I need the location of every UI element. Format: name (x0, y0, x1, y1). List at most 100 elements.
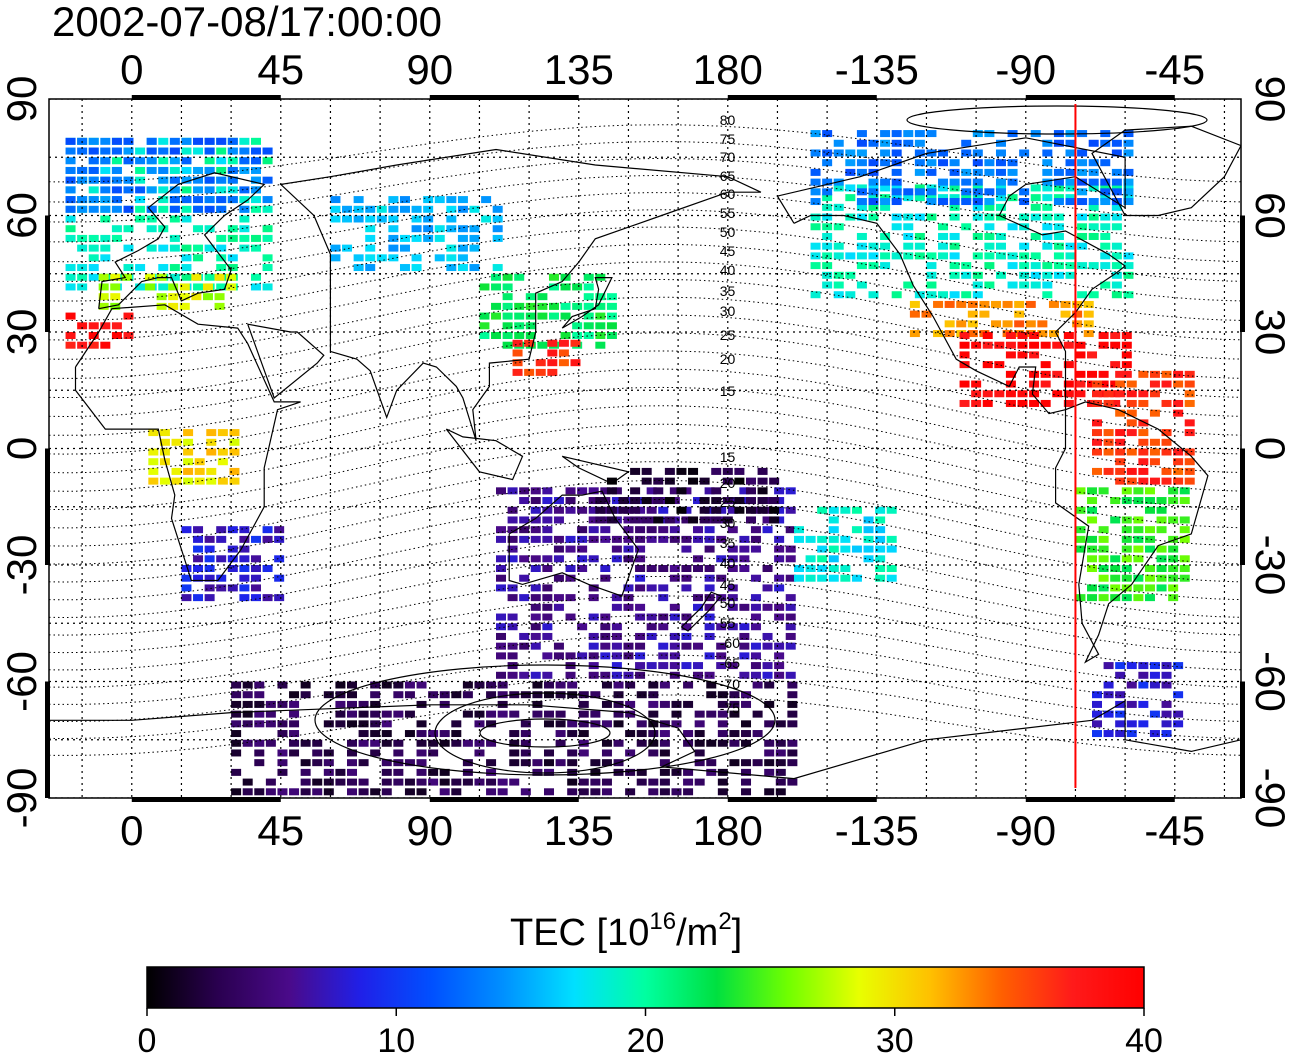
tec-cell (111, 332, 122, 339)
tec-cell (193, 225, 204, 233)
tec-cell (856, 139, 867, 147)
tec-cell (959, 399, 970, 407)
tec-cell (1087, 555, 1098, 563)
tec-cell (1156, 574, 1167, 582)
tec-cell (1126, 390, 1137, 398)
tec-cell (706, 739, 717, 747)
tec-cell (635, 535, 646, 543)
tec-cell (486, 710, 497, 718)
tec-cell (693, 565, 704, 572)
tec-cell (168, 293, 179, 301)
tec-cell (588, 516, 599, 524)
tec-cell (1042, 149, 1053, 157)
tec-cell (428, 778, 439, 786)
tec-cell (416, 788, 427, 796)
tec-cell (648, 730, 659, 738)
tec-cell (439, 739, 450, 747)
tec-cell (775, 739, 786, 747)
tec-cell (914, 194, 925, 202)
tec-cell (1030, 232, 1041, 240)
tec-cell (716, 574, 727, 582)
tec-cell (231, 739, 242, 747)
tec-cell (984, 242, 995, 250)
tec-cell (439, 730, 450, 738)
tec-cell (497, 691, 508, 699)
tec-cell (875, 565, 886, 572)
tec-cell (262, 535, 273, 543)
tec-cell (868, 203, 879, 211)
tec-cell (194, 458, 205, 466)
coastline (445, 428, 524, 481)
tec-cell (560, 332, 571, 339)
tec-cell (750, 545, 761, 553)
tec-cell (358, 739, 369, 747)
tec-cell (914, 159, 925, 167)
tec-cell (875, 535, 886, 543)
tec-cell (648, 700, 659, 708)
tec-cell (949, 232, 960, 240)
tec-cell (995, 252, 1006, 260)
tec-cell (1133, 535, 1144, 543)
tec-cell (785, 574, 796, 582)
tec-cell (265, 739, 276, 747)
tec-cell (611, 642, 622, 650)
tec-cell (181, 137, 192, 145)
tec-cell (669, 652, 680, 660)
tec-cell (1110, 574, 1121, 582)
tec-cell (926, 252, 937, 260)
tec-cell (1149, 477, 1160, 485)
tec-cell (537, 293, 548, 301)
tec-cell (938, 223, 949, 231)
tec-cell (567, 759, 578, 767)
tec-cell (193, 565, 204, 572)
tec-cell (416, 768, 427, 776)
tec-cell (227, 147, 238, 155)
tec-cell (123, 312, 134, 320)
tec-cell (567, 788, 578, 796)
tec-cell (1138, 399, 1149, 407)
tec-cell (659, 778, 670, 786)
tec-cell (774, 652, 785, 660)
tec-cell (496, 555, 506, 563)
tec-cell (370, 710, 381, 718)
tec-cell (88, 332, 99, 339)
tec-cell (1133, 594, 1144, 602)
tec-cell (183, 448, 194, 456)
tec-cell (805, 565, 816, 572)
tec-cell (1065, 271, 1076, 279)
tec-cell (822, 188, 833, 196)
tec-cell (914, 168, 925, 176)
tec-cell (891, 223, 902, 231)
tec-cell (1075, 370, 1086, 378)
tec-cell (785, 603, 796, 611)
tec-cell (601, 788, 612, 796)
tec-cell (856, 184, 867, 192)
tec-cell (1121, 487, 1132, 495)
tec-cell (537, 341, 548, 349)
tec-cell (1053, 262, 1064, 270)
tec-cell (995, 159, 1006, 167)
tec-cell (555, 759, 566, 767)
tec-cell (688, 516, 699, 524)
tec-cell (553, 555, 564, 563)
tec-cell (1123, 291, 1134, 299)
tec-cell (822, 213, 833, 221)
tec-cell (231, 700, 242, 708)
tec-cell (1144, 535, 1155, 543)
tec-cell (509, 710, 520, 718)
tec-cell (914, 213, 925, 221)
tec-cell (636, 730, 647, 738)
tec-cell (658, 594, 669, 602)
tec-cell (227, 526, 238, 534)
tec-cell (1121, 526, 1132, 534)
tec-cell (595, 516, 606, 524)
tec-cell (1149, 671, 1160, 679)
tec-cell (588, 535, 599, 543)
tec-cell (496, 584, 506, 592)
tec-cell (648, 681, 659, 689)
tec-cell (635, 545, 646, 553)
tec-cell (1088, 178, 1099, 186)
tec-cell (1077, 168, 1088, 176)
tec-cell (277, 788, 288, 796)
